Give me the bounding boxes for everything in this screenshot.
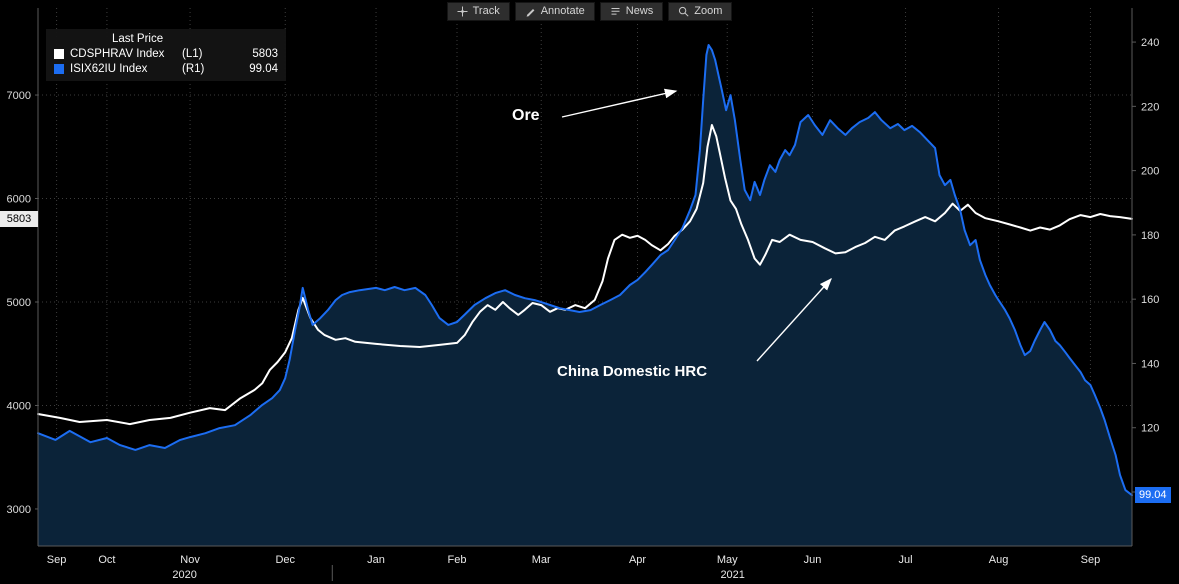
- track-button[interactable]: Track: [446, 2, 510, 21]
- svg-text:Feb: Feb: [448, 554, 467, 566]
- legend-series-name: ISIX62IU Index: [70, 63, 148, 75]
- ore-annotation[interactable]: Ore: [512, 107, 540, 124]
- legend-series-axis: (L1): [182, 48, 203, 60]
- svg-text:Apr: Apr: [629, 554, 646, 566]
- svg-text:160: 160: [1141, 294, 1159, 306]
- news-button[interactable]: News: [599, 2, 664, 21]
- svg-text:2021: 2021: [720, 569, 744, 581]
- legend-series-value: 99.04: [249, 63, 278, 75]
- svg-text:180: 180: [1141, 230, 1159, 242]
- svg-text:Sep: Sep: [1081, 554, 1101, 566]
- svg-text:200: 200: [1141, 166, 1159, 178]
- svg-text:4000: 4000: [7, 400, 31, 412]
- svg-text:Aug: Aug: [989, 554, 1009, 566]
- axis-labels: 3000400050006000700010012014016018020022…: [7, 8, 1159, 581]
- track-button-label: Track: [472, 5, 500, 17]
- svg-text:Dec: Dec: [275, 554, 295, 566]
- annotate-icon: [526, 9, 535, 17]
- svg-text:2020: 2020: [172, 569, 196, 581]
- svg-text:Jan: Jan: [367, 554, 385, 566]
- svg-text:Jul: Jul: [899, 554, 913, 566]
- svg-text:Jun: Jun: [804, 554, 822, 566]
- legend-title: Last Price: [112, 33, 164, 45]
- annotation-arrows[interactable]: [561, 88, 832, 362]
- annotate-button[interactable]: Annotate: [514, 2, 595, 21]
- series-lines: [37, 44, 1133, 497]
- legend: Last Price CDSPHRAV Index (L1) 5803 ISIX…: [46, 29, 286, 81]
- svg-text:6000: 6000: [7, 194, 31, 206]
- legend-series-value: 5803: [252, 48, 278, 60]
- legend-item-cdsphrav[interactable]: CDSPHRAV Index (L1) 5803: [54, 48, 278, 60]
- svg-text:240: 240: [1141, 37, 1159, 49]
- legend-item-isix62iu[interactable]: ISIX62IU Index (R1) 99.04: [54, 63, 278, 75]
- svg-text:Oct: Oct: [98, 554, 115, 566]
- blue-series-swatch: [54, 64, 64, 74]
- svg-text:7000: 7000: [7, 90, 31, 102]
- svg-text:3000: 3000: [7, 504, 31, 516]
- china-domestic-hrc-annotation[interactable]: China Domestic HRC: [557, 363, 708, 380]
- svg-text:May: May: [717, 554, 738, 566]
- left-axis-last-price-badge: 5803: [0, 210, 38, 227]
- right-axis-last-price-badge: 99.04: [1135, 487, 1171, 504]
- zoom-button-label: Zoom: [694, 5, 723, 17]
- ore-arrow[interactable]: [561, 88, 678, 118]
- svg-text:5000: 5000: [7, 297, 31, 309]
- svg-text:Mar: Mar: [532, 554, 551, 566]
- hrc-arrow[interactable]: [756, 277, 832, 362]
- svg-text:220: 220: [1141, 101, 1159, 113]
- chart-toolbar: Track Annotate News Zoom: [0, 2, 1179, 21]
- svg-text:Sep: Sep: [47, 554, 67, 566]
- track-icon: [457, 6, 468, 17]
- news-icon: [611, 8, 620, 15]
- news-button-label: News: [625, 5, 654, 17]
- svg-text:Nov: Nov: [180, 554, 200, 566]
- annotate-button-label: Annotate: [540, 5, 585, 17]
- zoom-icon: [679, 6, 689, 17]
- legend-series-axis: (R1): [182, 63, 205, 75]
- svg-text:140: 140: [1141, 358, 1159, 370]
- legend-series-name: CDSPHRAV Index: [70, 48, 165, 60]
- zoom-button[interactable]: Zoom: [668, 2, 733, 21]
- area-fill: [38, 45, 1132, 546]
- svg-text:120: 120: [1141, 423, 1159, 435]
- white-series-swatch: [54, 49, 64, 59]
